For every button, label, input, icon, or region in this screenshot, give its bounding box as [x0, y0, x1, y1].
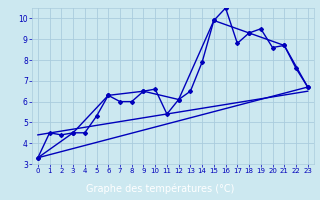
- Text: Graphe des températures (°C): Graphe des températures (°C): [86, 183, 234, 194]
